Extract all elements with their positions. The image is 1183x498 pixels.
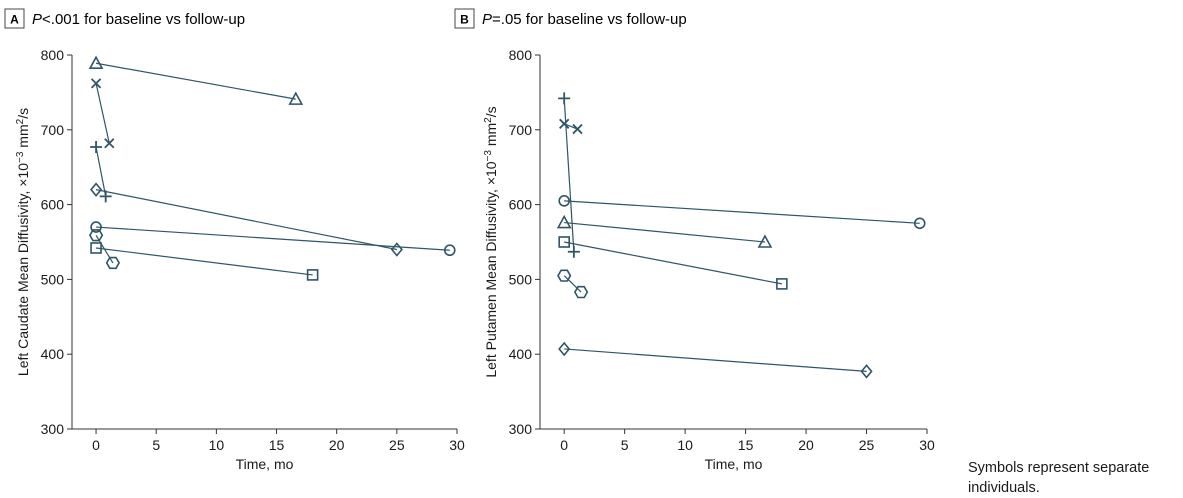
panel-a-x-tick-label: 10 xyxy=(209,437,225,453)
panel-b-y-tick-label: 700 xyxy=(509,122,533,138)
panel-a-plus-point-followup xyxy=(99,190,112,203)
panel-a: A P<.001 for baseline vs follow-up3004005… xyxy=(4,8,465,472)
panel-b-square-point-baseline xyxy=(558,236,570,248)
panel-b-series-hexagon-line xyxy=(563,275,582,293)
panel-b-diamond-point-baseline xyxy=(558,341,571,357)
panel-a-y-tick-label: 300 xyxy=(41,421,65,437)
panel-b-x-tick-label: 25 xyxy=(859,437,875,453)
panel-a-series-circle xyxy=(90,221,456,257)
panel-a-series-triangle-line xyxy=(95,62,296,100)
footnote: Symbols represent separate individuals. xyxy=(968,460,1150,496)
panel-b-square-point-followup xyxy=(776,278,788,290)
panel-b-y-tick-label: 300 xyxy=(509,421,533,437)
panel-b-series-plus xyxy=(558,92,580,258)
panel-b-series-circle xyxy=(558,195,926,230)
panel-a-square-point-baseline xyxy=(90,242,102,254)
panel-b-y-tick-label: 500 xyxy=(509,271,533,287)
panel-a-x-tick-label: 0 xyxy=(92,437,100,453)
panel-a-circle-point-followup xyxy=(443,244,456,257)
panel-a-series-diamond-line xyxy=(95,189,397,251)
panel-b-plus-point-baseline xyxy=(558,92,571,105)
panel-a-circle-point-baseline xyxy=(90,221,102,233)
panel-b-series-diamond xyxy=(558,341,873,379)
panel-a-x-tick-label: 20 xyxy=(329,437,345,453)
panel-b-x-point-baseline xyxy=(559,118,570,129)
panel-a-triangle-point-baseline xyxy=(88,55,104,70)
panel-b-series-square xyxy=(558,236,788,290)
panel-b-series-hexagon xyxy=(557,269,589,299)
panel-b-series-triangle-line xyxy=(564,221,766,243)
panel-b-x-tick-label: 5 xyxy=(621,437,629,453)
panel-b-circle-point-baseline xyxy=(558,195,570,207)
panel-a-triangle-point-followup xyxy=(288,91,304,105)
panel-b-series-triangle xyxy=(556,214,773,248)
panel-b-diamond-point-followup xyxy=(860,364,873,379)
panel-b-y-axis-label: Left Putamen Mean Diffusivity, ×10−3 mm2… xyxy=(483,106,500,377)
panel-b-series-diamond-line xyxy=(564,348,867,373)
panel-b-series-x xyxy=(559,118,583,135)
panel-a-y-axis-label: Left Caudate Mean Diffusivity, ×10−3 mm2… xyxy=(15,108,32,376)
panel-b-series-square-line xyxy=(564,241,782,285)
panel-a-hexagon-point-baseline xyxy=(88,229,104,242)
panel-b-y-tick-label: 600 xyxy=(509,197,533,213)
panel-a-x-tick-label: 15 xyxy=(269,437,285,453)
panel-b-badge-box xyxy=(454,8,475,29)
panel-b-hexagon-point-followup xyxy=(573,285,589,299)
panel-a-series-triangle xyxy=(88,55,304,105)
panel-b-title: P=.05 for baseline vs follow-up xyxy=(482,11,687,28)
panel-b-letter: B xyxy=(460,13,469,27)
panel-a-series-plus xyxy=(90,141,112,203)
panel-a-title: P<.001 for baseline vs follow-up xyxy=(32,11,245,28)
panel-a-x-tick-label: 5 xyxy=(152,437,160,453)
panel-a-y-tick-label: 800 xyxy=(41,47,65,63)
panel-a-y-tick-label: 700 xyxy=(41,122,65,138)
panel-b: B P=.05 for baseline vs follow-up30040050… xyxy=(454,8,935,472)
panel-b-x-tick-label: 0 xyxy=(560,437,568,453)
panel-a-x-axis-label: Time, mo xyxy=(236,456,294,472)
panel-b-hexagon-point-baseline xyxy=(557,269,572,282)
panel-a-plus-point-baseline xyxy=(90,141,103,154)
panel-a-y-tick-label: 500 xyxy=(41,271,65,287)
panel-b-x-tick-label: 10 xyxy=(677,437,693,453)
panel-b-triangle-point-baseline xyxy=(556,214,572,229)
panel-a-series-plus-line xyxy=(95,146,107,197)
panel-a-diamond-point-baseline xyxy=(90,182,103,197)
panel-b-x-tick-label: 20 xyxy=(798,437,814,453)
panel-a-series-square-line xyxy=(95,247,313,276)
panel-b-series-circle-line xyxy=(564,200,920,224)
panel-b-triangle-point-followup xyxy=(757,234,773,248)
panel-a-series-square xyxy=(90,242,319,281)
panel-a-x-tick-label: 25 xyxy=(389,437,405,453)
panel-b-x-axis-label: Time, mo xyxy=(705,456,763,472)
panel-a-series-x-line xyxy=(95,83,110,144)
panel-a-letter: A xyxy=(10,13,19,27)
panel-a-series-x xyxy=(90,78,115,149)
panel-a-series-diamond xyxy=(90,182,403,257)
panel-a-square-point-followup xyxy=(306,269,319,281)
panel-b-series-x-line xyxy=(563,123,578,130)
panel-b-y-tick-label: 400 xyxy=(509,346,533,362)
panel-a-x-point-baseline xyxy=(90,78,102,89)
panel-b-x-tick-label: 30 xyxy=(919,437,935,453)
panel-a-x-tick-label: 30 xyxy=(449,437,465,453)
panel-b-y-tick-label: 800 xyxy=(509,47,533,63)
panel-b-x-tick-label: 15 xyxy=(738,437,754,453)
panel-a-series-circle-line xyxy=(96,226,450,251)
panel-b-circle-point-followup xyxy=(913,217,926,230)
panel-b-plus-point-followup xyxy=(567,245,580,258)
panel-a-hexagon-point-followup xyxy=(105,256,121,270)
panel-a-y-tick-label: 600 xyxy=(41,197,65,213)
panel-b-x-point-followup xyxy=(572,123,583,135)
panel-a-badge-box xyxy=(4,8,25,29)
panel-a-x-point-followup xyxy=(104,138,115,149)
panel-a-y-tick-label: 400 xyxy=(41,346,65,362)
